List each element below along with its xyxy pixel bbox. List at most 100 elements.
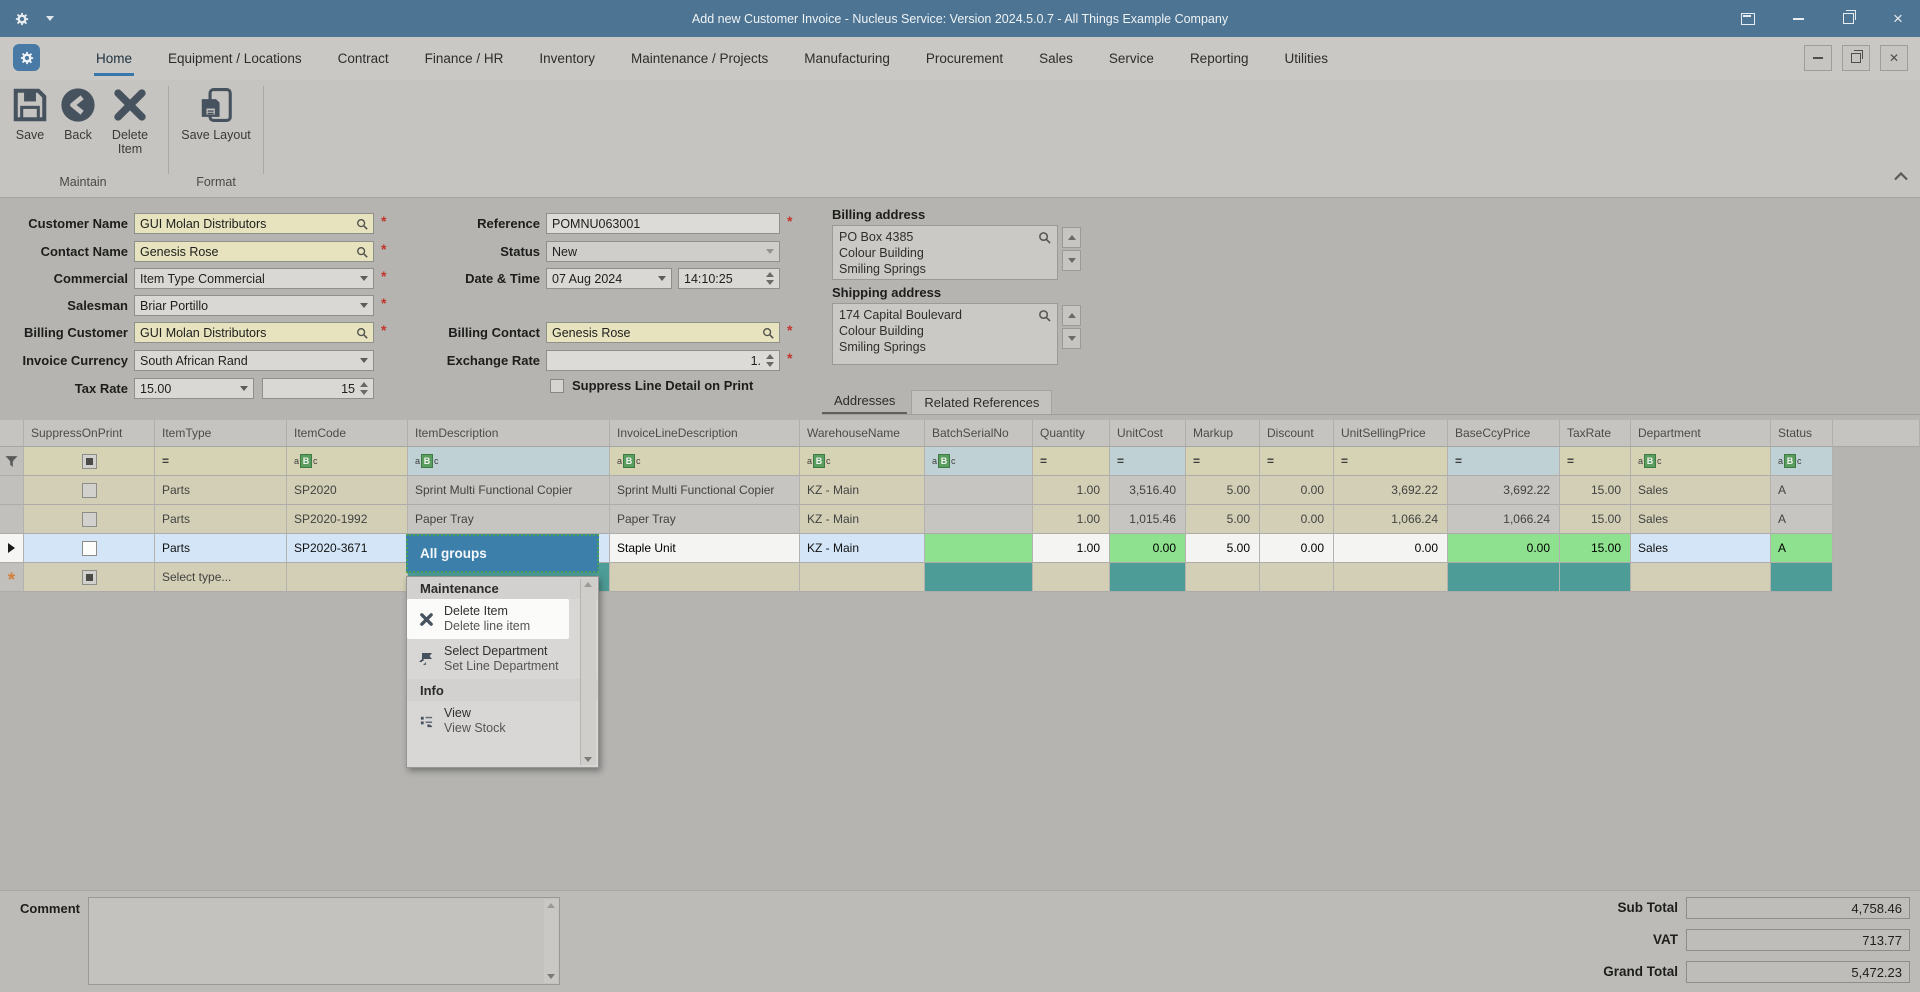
- billing-customer-field[interactable]: GUI Molan Distributors: [134, 322, 374, 343]
- column-header[interactable]: ItemType: [155, 420, 287, 447]
- cell-unitcost[interactable]: 1,015.46: [1110, 505, 1186, 534]
- save-layout-button[interactable]: Save Layout: [176, 86, 256, 142]
- cell-markup[interactable]: [1186, 563, 1260, 592]
- tab-related-references[interactable]: Related References: [911, 390, 1053, 414]
- cell-itemdescription[interactable]: Paper Tray: [408, 505, 610, 534]
- minimize-icon[interactable]: [1804, 45, 1832, 71]
- scroll-up-icon[interactable]: [584, 582, 592, 587]
- popup-scrollbar[interactable]: [580, 579, 596, 765]
- column-header[interactable]: BaseCcyPrice: [1448, 420, 1560, 447]
- cell-batchserialno[interactable]: [925, 505, 1033, 534]
- scroll-down-icon[interactable]: [547, 974, 555, 979]
- minimize-icon[interactable]: [1790, 11, 1806, 27]
- cell-quantity[interactable]: 1.00: [1033, 476, 1110, 505]
- cell-quantity[interactable]: 1.00: [1033, 505, 1110, 534]
- cell-baseccyprice[interactable]: 0.00: [1448, 534, 1560, 563]
- billing-address-up-button[interactable]: [1062, 227, 1081, 248]
- spin-up-icon[interactable]: [766, 272, 774, 277]
- cell-invoicelinedescription[interactable]: [610, 563, 800, 592]
- filter-cell-unitsellingprice[interactable]: =: [1334, 447, 1448, 476]
- cell-markup[interactable]: 5.00: [1186, 505, 1260, 534]
- tax-rate-amount-spinner[interactable]: 15: [262, 378, 374, 399]
- filter-cell-discount[interactable]: =: [1260, 447, 1334, 476]
- cell-itemcode[interactable]: SP2020: [287, 476, 408, 505]
- cell-discount[interactable]: [1260, 563, 1334, 592]
- tab-home[interactable]: Home: [78, 37, 150, 80]
- collapse-ribbon-icon[interactable]: [1894, 172, 1908, 181]
- menu-item-delete-item[interactable]: Delete Item Delete line item: [407, 599, 569, 639]
- cell-status[interactable]: [1771, 563, 1833, 592]
- cell-invoicelinedescription[interactable]: Staple Unit: [610, 534, 800, 563]
- filter-cell-suppress[interactable]: [24, 447, 155, 476]
- cell-batchserialno[interactable]: [925, 563, 1033, 592]
- restore-icon[interactable]: [1842, 45, 1870, 71]
- search-icon[interactable]: [762, 327, 774, 339]
- spin-down-icon[interactable]: [360, 390, 368, 395]
- cell-unitcost[interactable]: 3,516.40: [1110, 476, 1186, 505]
- restore-icon[interactable]: [1840, 10, 1856, 27]
- cell-unitcost[interactable]: [1110, 563, 1186, 592]
- contact-name-field[interactable]: Genesis Rose: [134, 241, 374, 262]
- cell-status[interactable]: A: [1771, 476, 1833, 505]
- suppress-line-detail-checkbox[interactable]: [550, 378, 564, 393]
- invoice-currency-dropdown[interactable]: South African Rand: [134, 350, 374, 371]
- cell-unitsellingprice[interactable]: 1,066.24: [1334, 505, 1448, 534]
- search-icon[interactable]: [356, 327, 368, 339]
- cell-quantity[interactable]: [1033, 563, 1110, 592]
- cell-invoicelinedescription[interactable]: Paper Tray: [610, 505, 800, 534]
- cell-discount[interactable]: 0.00: [1260, 476, 1334, 505]
- billing-address-down-button[interactable]: [1062, 250, 1081, 271]
- column-header[interactable]: Status: [1771, 420, 1833, 447]
- filter-cell-markup[interactable]: =: [1186, 447, 1260, 476]
- billing-address-box[interactable]: PO Box 4385 Colour Building Smiling Spri…: [832, 225, 1058, 280]
- cell-itemdescription[interactable]: Sprint Multi Functional Copier: [408, 476, 610, 505]
- filter-cell-taxrate[interactable]: =: [1560, 447, 1631, 476]
- cell-taxrate[interactable]: 15.00: [1560, 505, 1631, 534]
- suppress-checkbox[interactable]: [24, 476, 155, 505]
- cell-unitsellingprice[interactable]: 3,692.22: [1334, 476, 1448, 505]
- filter-cell-baseccyprice[interactable]: =: [1448, 447, 1560, 476]
- cell-taxrate[interactable]: 15.00: [1560, 534, 1631, 563]
- tab-contract[interactable]: Contract: [337, 51, 389, 66]
- itemdescription-editor[interactable]: All groups: [406, 534, 599, 573]
- scroll-down-icon[interactable]: [584, 757, 592, 762]
- filter-cell-quantity[interactable]: =: [1033, 447, 1110, 476]
- suppress-checkbox[interactable]: [24, 505, 155, 534]
- cell-department[interactable]: [1631, 563, 1771, 592]
- cell-warehouse[interactable]: [800, 563, 925, 592]
- column-header[interactable]: Department: [1631, 420, 1771, 447]
- column-header[interactable]: Discount: [1260, 420, 1334, 447]
- customer-name-field[interactable]: GUI Molan Distributors: [134, 213, 374, 234]
- shipping-address-box[interactable]: 174 Capital Boulevard Colour Building Sm…: [832, 303, 1058, 365]
- cell-itemtype[interactable]: Parts: [155, 534, 287, 563]
- cell-unitcost[interactable]: 0.00: [1110, 534, 1186, 563]
- scroll-up-icon[interactable]: [547, 903, 555, 908]
- tab-procurement[interactable]: Procurement: [925, 51, 1004, 66]
- column-header[interactable]: BatchSerialNo: [925, 420, 1033, 447]
- column-header[interactable]: Quantity: [1033, 420, 1110, 447]
- back-button[interactable]: Back: [56, 86, 100, 142]
- tab-service[interactable]: Service: [1108, 51, 1154, 66]
- billing-contact-field[interactable]: Genesis Rose: [546, 322, 780, 343]
- column-header[interactable]: Markup: [1186, 420, 1260, 447]
- cell-unitsellingprice[interactable]: 0.00: [1334, 534, 1448, 563]
- cell-baseccyprice[interactable]: [1448, 563, 1560, 592]
- search-icon[interactable]: [356, 246, 368, 258]
- tab-finance-hr[interactable]: Finance / HR: [424, 51, 504, 66]
- search-icon[interactable]: [356, 218, 368, 230]
- column-header[interactable]: ItemDescription: [408, 420, 610, 447]
- delete-item-button[interactable]: Delete Item: [104, 86, 156, 156]
- cell-itemcode[interactable]: [287, 563, 408, 592]
- comment-scrollbar[interactable]: [544, 899, 558, 983]
- column-header[interactable]: TaxRate: [1560, 420, 1631, 447]
- cell-markup[interactable]: 5.00: [1186, 476, 1260, 505]
- quick-access-caret-icon[interactable]: [46, 16, 54, 21]
- column-header[interactable]: UnitCost: [1110, 420, 1186, 447]
- cell-department[interactable]: Sales: [1631, 534, 1771, 563]
